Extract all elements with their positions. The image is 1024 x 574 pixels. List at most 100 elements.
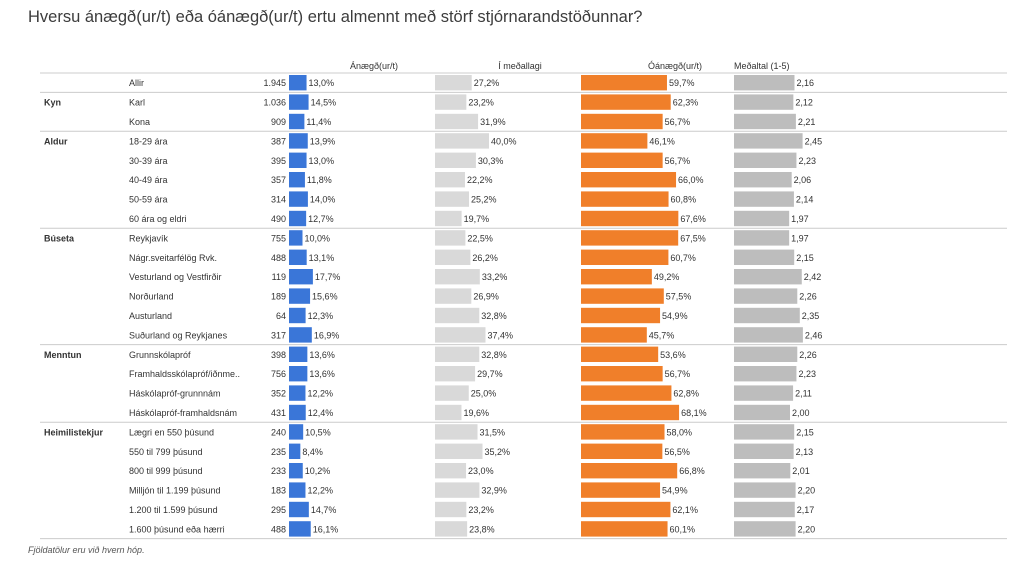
bar-label-dissatisfied: 66,8% xyxy=(679,466,705,476)
bar-mean xyxy=(734,307,800,324)
bar-mean xyxy=(734,172,792,188)
row-label: 18-29 ára xyxy=(129,136,168,146)
bar-dissatisfied xyxy=(581,521,668,537)
bar-neutral xyxy=(435,366,476,382)
row-label: 800 til 999 þúsund xyxy=(129,466,203,476)
bar-dissatisfied xyxy=(581,424,665,440)
bar-neutral xyxy=(435,191,470,207)
bar-dissatisfied xyxy=(581,482,661,498)
bar-label-mean: 2,15 xyxy=(796,253,814,263)
bar-label-mean: 2,20 xyxy=(798,486,816,496)
bar-neutral xyxy=(435,404,462,421)
row-count: 233 xyxy=(271,466,286,476)
bar-mean xyxy=(734,385,794,401)
bar-label-mean: 2,17 xyxy=(797,505,815,515)
row-count: 183 xyxy=(271,486,286,496)
bar-label-dissatisfied: 54,9% xyxy=(662,486,688,496)
bar-neutral xyxy=(435,501,467,518)
row-count: 395 xyxy=(271,156,286,166)
bar-label-satisfied: 11,8% xyxy=(307,175,332,185)
bar-label-satisfied: 14,5% xyxy=(311,98,337,108)
row-label: Norðurland xyxy=(129,292,174,302)
bar-mean xyxy=(734,521,796,537)
row-count: 119 xyxy=(272,272,286,282)
row-count: 235 xyxy=(271,447,286,457)
bar-satisfied xyxy=(289,210,307,227)
bar-label-dissatisfied: 56,5% xyxy=(664,447,690,457)
bar-dissatisfied xyxy=(581,346,659,362)
bar-satisfied xyxy=(289,230,303,246)
bar-satisfied xyxy=(289,327,312,343)
bar-label-satisfied: 13,1% xyxy=(309,253,335,263)
bar-label-mean: 2,12 xyxy=(795,98,813,108)
bar-label-satisfied: 13,0% xyxy=(309,156,335,166)
bar-label-dissatisfied: 60,8% xyxy=(671,195,697,205)
row-count: 317 xyxy=(271,330,286,340)
bar-mean xyxy=(734,152,797,168)
bar-dissatisfied xyxy=(581,113,663,130)
bar-satisfied xyxy=(289,385,306,401)
bar-dissatisfied xyxy=(581,269,652,285)
row-label: Framhaldsskólapróf/iðnme.. xyxy=(129,369,240,379)
bar-label-satisfied: 12,3% xyxy=(308,311,334,321)
row-label: Milljón til 1.199 þúsund xyxy=(129,486,221,496)
bar-label-dissatisfied: 46,1% xyxy=(649,136,675,146)
bar-label-satisfied: 14,0% xyxy=(310,195,336,205)
bar-dissatisfied xyxy=(581,443,663,459)
bar-label-mean: 2,20 xyxy=(798,524,816,534)
row-count: 64 xyxy=(276,311,286,321)
bar-dissatisfied xyxy=(581,463,678,479)
bar-satisfied xyxy=(289,152,307,168)
row-label: 550 til 799 þúsund xyxy=(129,447,203,457)
bar-mean xyxy=(734,269,802,285)
row-label: 1.600 þúsund eða hærri xyxy=(129,524,225,534)
bar-neutral xyxy=(435,94,467,110)
bar-dissatisfied xyxy=(581,501,671,518)
row-label: Grunnskólapróf xyxy=(129,350,191,360)
bar-label-satisfied: 15,6% xyxy=(312,292,338,302)
bar-neutral xyxy=(435,346,480,362)
bar-neutral xyxy=(435,249,471,265)
row-label: Allir xyxy=(129,78,144,88)
bar-mean xyxy=(734,404,790,421)
bar-label-dissatisfied: 56,7% xyxy=(665,369,691,379)
bar-neutral xyxy=(435,463,467,479)
bar-label-neutral: 19,7% xyxy=(464,214,490,224)
bar-neutral xyxy=(435,172,465,188)
bar-satisfied xyxy=(289,249,307,265)
bar-dissatisfied xyxy=(581,404,680,421)
bar-satisfied xyxy=(289,443,301,459)
row-count: 755 xyxy=(271,233,286,243)
row-count: 295 xyxy=(271,505,286,515)
bar-label-dissatisfied: 59,7% xyxy=(669,78,695,88)
bar-label-dissatisfied: 67,6% xyxy=(680,214,706,224)
row-count: 488 xyxy=(271,524,286,534)
bar-label-satisfied: 13,6% xyxy=(309,350,335,360)
bar-mean xyxy=(734,191,794,207)
bar-neutral xyxy=(435,482,480,498)
bar-dissatisfied xyxy=(581,152,663,168)
row-label: Lægri en 550 þúsund xyxy=(129,427,214,437)
bar-label-mean: 2,14 xyxy=(796,195,814,205)
bar-mean xyxy=(734,482,796,498)
group-label: Menntun xyxy=(44,350,82,360)
bar-label-dissatisfied: 45,7% xyxy=(649,330,675,340)
bar-satisfied xyxy=(289,191,308,207)
group-label: Aldur xyxy=(44,136,68,146)
bar-label-mean: 1,97 xyxy=(791,233,809,243)
bar-satisfied xyxy=(289,94,309,110)
bar-label-dissatisfied: 62,3% xyxy=(673,98,699,108)
bar-mean xyxy=(734,133,803,149)
bar-label-satisfied: 17,7% xyxy=(315,272,341,282)
bar-dissatisfied xyxy=(581,249,669,265)
bar-neutral xyxy=(435,443,483,459)
bar-dissatisfied xyxy=(581,172,677,188)
bar-label-neutral: 35,2% xyxy=(485,447,511,457)
bar-label-neutral: 40,0% xyxy=(491,136,517,146)
bar-label-dissatisfied: 56,7% xyxy=(665,117,691,127)
row-count: 909 xyxy=(271,117,286,127)
bar-label-satisfied: 10,5% xyxy=(305,427,331,437)
row-count: 488 xyxy=(271,253,286,263)
row-count: 314 xyxy=(271,195,286,205)
